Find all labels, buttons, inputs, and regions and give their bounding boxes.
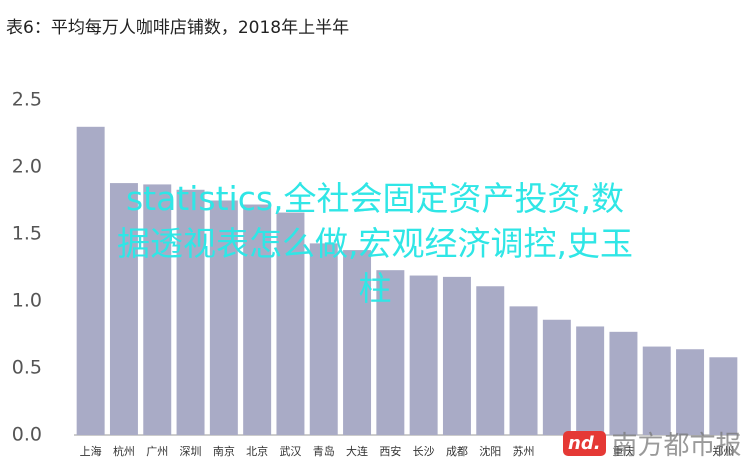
x-tick-label: 北京: [246, 444, 268, 458]
bar: [476, 286, 505, 435]
bar: [343, 250, 372, 435]
y-tick-label: 2.0: [12, 156, 42, 178]
watermark-text: 南方都市报: [611, 431, 742, 461]
y-tick-label: 1.5: [12, 223, 42, 245]
bar: [276, 212, 305, 435]
x-tick-label: 杭州: [113, 444, 135, 458]
y-tick-label: 0.5: [12, 357, 42, 379]
watermark: nd. 南方都市报: [563, 425, 742, 462]
bar: [642, 346, 671, 435]
y-tick-label: 0.0: [12, 424, 42, 446]
watermark-logo: nd.: [563, 431, 606, 456]
x-tick-label: 广州: [146, 445, 168, 458]
x-tick-label: 南京: [213, 444, 235, 458]
bar: [209, 200, 238, 435]
bar: [609, 331, 638, 435]
x-tick-label: 沈阳: [479, 444, 501, 458]
y-tick-label: 2.5: [12, 89, 42, 111]
bar: [176, 189, 205, 435]
chart-title: 表6：平均每万人咖啡店铺数，2018年上半年: [6, 18, 349, 38]
x-tick-label: 大连: [346, 444, 368, 458]
x-tick-label: 苏州: [513, 445, 535, 458]
x-tick-label: 西安: [379, 444, 401, 458]
bar: [576, 326, 605, 435]
overlay-text: statistics,全社会固定资产投资,数据透视表怎么做,宏观经济调控,史玉柱: [117, 179, 633, 308]
bar: [76, 126, 105, 436]
bar: [109, 183, 138, 435]
bar: [143, 184, 172, 435]
x-tick-label: 郑州: [712, 444, 734, 458]
bar: [309, 243, 338, 435]
bar: [243, 204, 272, 435]
y-tick-label: 1.0: [12, 290, 42, 312]
x-tick-label: 长沙: [413, 445, 435, 458]
x-tick-label: 武汉: [279, 445, 301, 458]
x-tick-label: 成都: [446, 445, 468, 458]
bar: [542, 319, 571, 435]
x-tick-label: 深圳: [180, 445, 202, 458]
bar: [409, 275, 438, 435]
bar: [709, 357, 738, 435]
bar: [676, 349, 705, 435]
x-tick-label: 青岛: [313, 444, 335, 458]
bar: [442, 276, 471, 435]
x-tick-label: 重庆: [612, 444, 634, 458]
bar: [509, 306, 538, 435]
x-tick-label: 上海: [80, 444, 102, 458]
bar: [376, 270, 405, 435]
